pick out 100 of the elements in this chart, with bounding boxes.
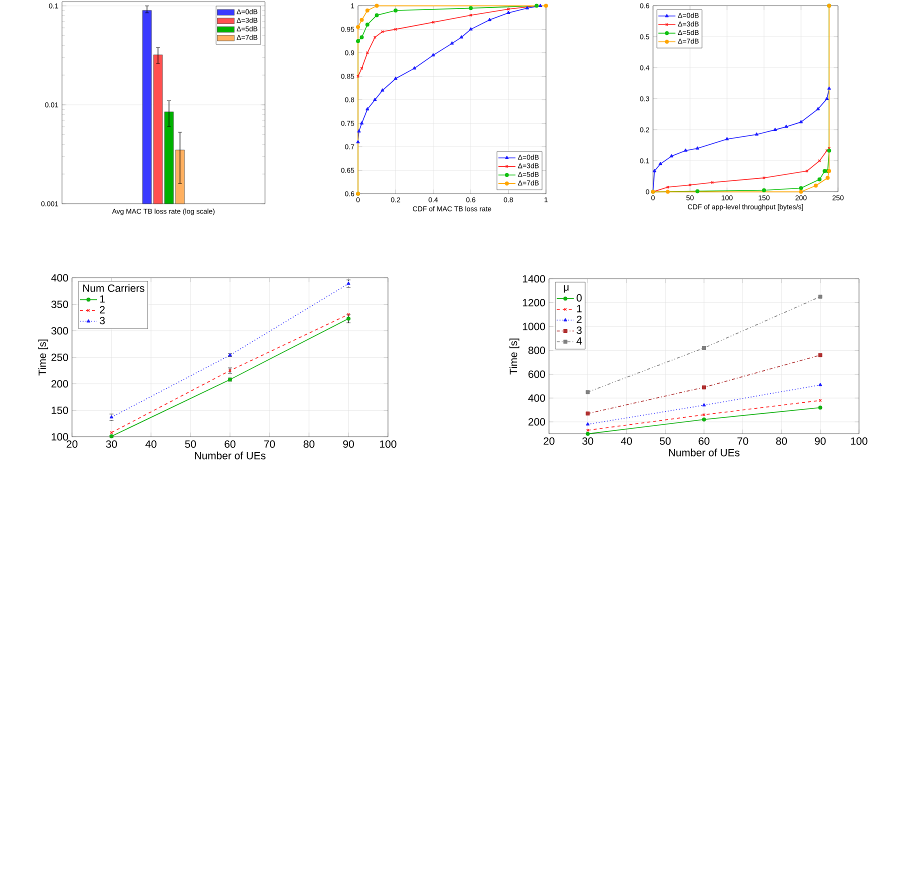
point [586,432,590,436]
point [360,35,364,40]
point [450,42,454,45]
legend-label: 3 [576,326,582,334]
y-tick-label: 1000 [522,322,546,330]
x-tick-label: 40 [620,437,632,445]
point [365,8,370,13]
point [799,120,803,124]
y-tick-label: 200 [528,418,546,426]
point [431,53,435,56]
point [818,406,822,410]
point [773,128,777,132]
x-tick-label: 70 [264,440,275,448]
y-tick-label: 1200 [522,299,546,306]
point [374,13,379,18]
y-tick-label: 800 [528,346,546,354]
x-tick-label: 50 [185,440,196,448]
y-tick-label: 300 [51,327,68,335]
y-axis-title: Time [s] [509,338,520,375]
x-tick-label: 20 [66,440,78,448]
point [469,14,472,17]
point [696,146,700,150]
point [366,107,370,111]
x-tick-label: 80 [776,437,787,445]
point [506,8,510,11]
y-tick-label: 350 [51,300,68,308]
point [360,66,364,70]
point [394,76,398,80]
legend-label: 1 [100,295,105,303]
point [695,189,700,194]
point [652,169,656,172]
point [586,422,590,426]
legend-title: μ [564,285,568,293]
y-axis-title: Time [s] [38,340,48,376]
point [825,96,829,100]
point [826,176,830,180]
point [506,10,510,14]
point [827,86,831,90]
point [488,18,492,22]
point [818,178,822,182]
legend-label: 0 [576,294,582,302]
x-tick-label: 100 [851,437,868,445]
x-tick-label: 60 [698,437,710,445]
point [702,403,706,406]
point [805,170,808,173]
point [818,353,822,358]
legend-title: Num Carriers [83,284,144,292]
x-tick-label: 90 [814,437,826,445]
point [394,8,398,13]
point [357,129,361,133]
point [469,27,473,31]
point [814,184,818,188]
y-tick-label: 150 [52,406,68,414]
legend-label: 2 [100,306,105,314]
x-tick-label: 80 [304,440,314,448]
point [586,390,590,394]
point [432,20,435,24]
x-tick-label: 70 [737,437,748,445]
point [754,132,758,136]
point [468,6,473,10]
point [586,412,590,416]
point [818,383,822,386]
point [356,39,360,44]
legend-label: 3 [100,316,105,324]
point [538,4,542,8]
point [818,294,822,299]
point [666,190,670,194]
point [799,186,804,190]
x-tick-label: 60 [224,440,236,448]
x-tick-label: 40 [145,440,156,448]
point [544,4,548,8]
point [684,148,688,152]
legend-label: 1 [577,305,582,312]
point [525,6,529,10]
y-tick-label: 1400 [522,275,546,283]
point [586,428,590,432]
point [725,137,729,140]
x-axis-title: Number of UEs [194,452,266,460]
point [658,162,662,166]
point [670,154,674,158]
point [365,22,370,27]
point [816,107,820,110]
point [360,18,364,22]
point [374,4,379,8]
y-tick-label: 400 [528,394,546,402]
point [784,124,788,128]
x-tick-label: 100 [380,440,396,448]
y-tick-label: 200 [51,380,68,388]
point [356,140,360,144]
point [346,316,350,321]
x-tick-label: 30 [106,440,117,448]
x-tick-label: 30 [582,437,594,445]
point [702,385,706,390]
x-tick-label: 50 [660,437,671,445]
y-tick-label: 400 [51,274,68,282]
x-tick-label: 90 [343,440,354,448]
legend-label: 4 [576,337,582,345]
y-tick-label: 250 [51,354,68,362]
point [702,418,706,422]
y-tick-label: 600 [528,370,546,378]
